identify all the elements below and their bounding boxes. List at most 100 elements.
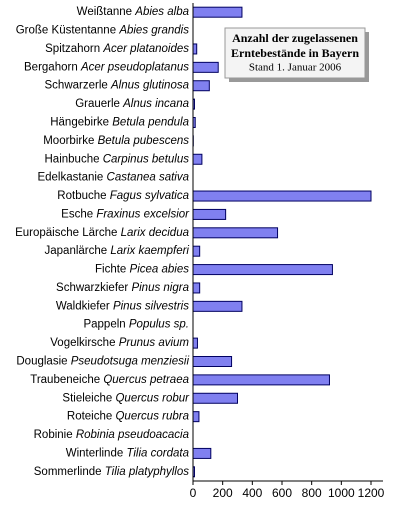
bar xyxy=(192,392,238,404)
category-name: Moorbirke xyxy=(43,135,94,147)
species-name: Betula pubescens xyxy=(98,135,190,147)
species-name: Quercus petraea xyxy=(103,374,189,386)
category-name: Weißtanne xyxy=(77,6,132,18)
x-tick-label: 600 xyxy=(272,486,292,500)
bar xyxy=(192,153,203,165)
species-name: Alnus glutinosa xyxy=(110,80,189,92)
category-name: Bergahorn xyxy=(24,61,78,73)
y-tick-label: Vogelkirsche Prunus avium xyxy=(50,337,189,349)
species-name: Fraxinus excelsior xyxy=(96,208,190,220)
bar xyxy=(192,245,201,257)
bar xyxy=(192,356,233,367)
species-name: Abies grandis xyxy=(118,25,189,37)
species-name: Picea abies xyxy=(130,264,190,276)
category-name: Fichte xyxy=(95,264,126,276)
bar xyxy=(192,43,198,55)
species-name: Pinus nigra xyxy=(131,282,189,294)
y-tick-label: Waldkiefer Pinus silvestris xyxy=(56,300,189,312)
species-name: Tilia platyphyllos xyxy=(105,466,190,478)
species-name: Carpinus betulus xyxy=(103,153,190,165)
category-name: Winterlinde xyxy=(66,447,124,459)
bar xyxy=(192,61,219,73)
category-name: Stieleiche xyxy=(62,392,112,404)
bar xyxy=(192,282,201,294)
bar xyxy=(192,6,243,18)
species-name: Acer pseudoplatanus xyxy=(80,61,189,73)
category-name: Japanlärche xyxy=(45,245,108,257)
y-tick-label: Pappeln Populus sp. xyxy=(83,319,189,331)
species-name: Tilia cordata xyxy=(126,447,189,459)
y-tick-label: Hainbuche Carpinus betulus xyxy=(45,153,190,165)
category-name: Roteiche xyxy=(67,411,112,423)
category-name: Vogelkirsche xyxy=(50,337,115,349)
category-name: Hängebirke xyxy=(50,117,109,129)
bar xyxy=(192,411,200,423)
species-name: Larix kaempferi xyxy=(110,245,189,257)
category-name: Europäische Lärche xyxy=(15,227,117,239)
chart-subtitle: Stand 1. Januar 2006 xyxy=(249,62,342,74)
species-name: Acer platanoides xyxy=(102,43,189,55)
y-tick-label: Japanlärche Larix kaempferi xyxy=(45,245,190,257)
bar xyxy=(192,447,212,459)
bar xyxy=(192,227,279,239)
species-name: Pinus silvestris xyxy=(113,300,189,312)
bar xyxy=(192,264,333,276)
category-name: Douglasie xyxy=(16,356,67,368)
y-tick-label: Grauerle Alnus incana xyxy=(75,98,189,110)
y-tick-label: Traubeneiche Quercus petraea xyxy=(30,374,189,386)
y-tick-label: Hängebirke Betula pendula xyxy=(50,117,189,129)
category-name: Robinie xyxy=(34,429,73,441)
chart-title: Anzahl der zugelassenen xyxy=(232,31,358,45)
species-name: Betula pendula xyxy=(112,117,189,129)
title-box xyxy=(224,27,366,79)
species-name: Prunus avium xyxy=(119,337,190,349)
y-tick-label: Douglasie Pseudotsuga menziesii xyxy=(16,356,189,368)
y-tick-label: Winterlinde Tilia cordata xyxy=(66,447,189,459)
category-name: Traubeneiche xyxy=(30,374,100,386)
species-name: Larix decidua xyxy=(121,227,189,239)
bar xyxy=(192,300,243,312)
y-tick-label: Fichte Picea abies xyxy=(95,264,189,276)
category-name: Edelkastanie xyxy=(37,172,103,184)
x-tick-label: 800 xyxy=(302,486,322,500)
y-tick-label: Robinie Robinia pseudoacacia xyxy=(34,429,189,441)
y-tick-label: Edelkastanie Castanea sativa xyxy=(37,172,189,184)
category-name: Grauerle xyxy=(75,98,120,110)
species-name: Populus sp. xyxy=(129,319,189,331)
y-tick-label: Schwarzerle Alnus glutinosa xyxy=(45,80,189,92)
y-tick-label: Moorbirke Betula pubescens xyxy=(43,135,189,147)
species-name: Pseudotsuga menziesii xyxy=(71,356,190,368)
y-tick-label: Bergahorn Acer pseudoplatanus xyxy=(24,61,189,73)
y-tick-label: Esche Fraxinus excelsior xyxy=(61,208,190,220)
x-tick-label: 1200 xyxy=(358,486,385,500)
y-tick-label: Europäische Lärche Larix decidua xyxy=(15,227,189,239)
bar xyxy=(192,190,372,202)
x-tick-label: 200 xyxy=(213,486,233,500)
category-name: Große Küstentanne xyxy=(16,25,116,37)
y-tick-label: Große Küstentanne Abies grandis xyxy=(16,25,190,37)
y-tick-label: Schwarzkiefer Pinus nigra xyxy=(56,282,189,294)
x-tick-label: 1000 xyxy=(328,486,355,500)
x-tick-label: 400 xyxy=(242,486,262,500)
y-tick-label: Roteiche Quercus rubra xyxy=(67,411,189,423)
species-name: Quercus rubra xyxy=(115,411,189,423)
category-name: Rotbuche xyxy=(57,190,106,202)
category-name: Sommerlinde xyxy=(34,466,102,478)
bar xyxy=(192,337,198,349)
category-name: Hainbuche xyxy=(45,153,100,165)
species-name: Fagus sylvatica xyxy=(110,190,189,202)
species-name: Castanea sativa xyxy=(107,172,189,184)
y-tick-label: Weißtanne Abies alba xyxy=(77,6,189,18)
bar xyxy=(192,80,210,92)
category-name: Schwarzerle xyxy=(45,80,108,92)
category-name: Schwarzkiefer xyxy=(56,282,128,294)
y-tick-label: Stieleiche Quercus robur xyxy=(62,392,190,404)
species-name: Alnus incana xyxy=(122,98,189,110)
chart-title: Erntebestände in Bayern xyxy=(231,46,359,60)
y-tick-label: Sommerlinde Tilia platyphyllos xyxy=(34,466,189,478)
category-name: Spitzahorn xyxy=(45,43,100,55)
y-tick-label: Spitzahorn Acer platanoides xyxy=(45,43,189,55)
species-name: Quercus robur xyxy=(115,392,190,404)
category-name: Pappeln xyxy=(83,319,125,331)
species-name: Abies alba xyxy=(134,6,189,18)
